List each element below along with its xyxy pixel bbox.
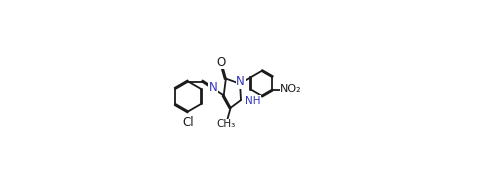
Text: CH₃: CH₃: [216, 119, 235, 129]
Text: NO₂: NO₂: [280, 84, 301, 94]
Text: NH: NH: [244, 96, 260, 106]
Text: Cl: Cl: [182, 116, 193, 129]
Text: N: N: [208, 81, 217, 94]
Text: N: N: [236, 75, 244, 88]
Text: O: O: [216, 56, 225, 69]
